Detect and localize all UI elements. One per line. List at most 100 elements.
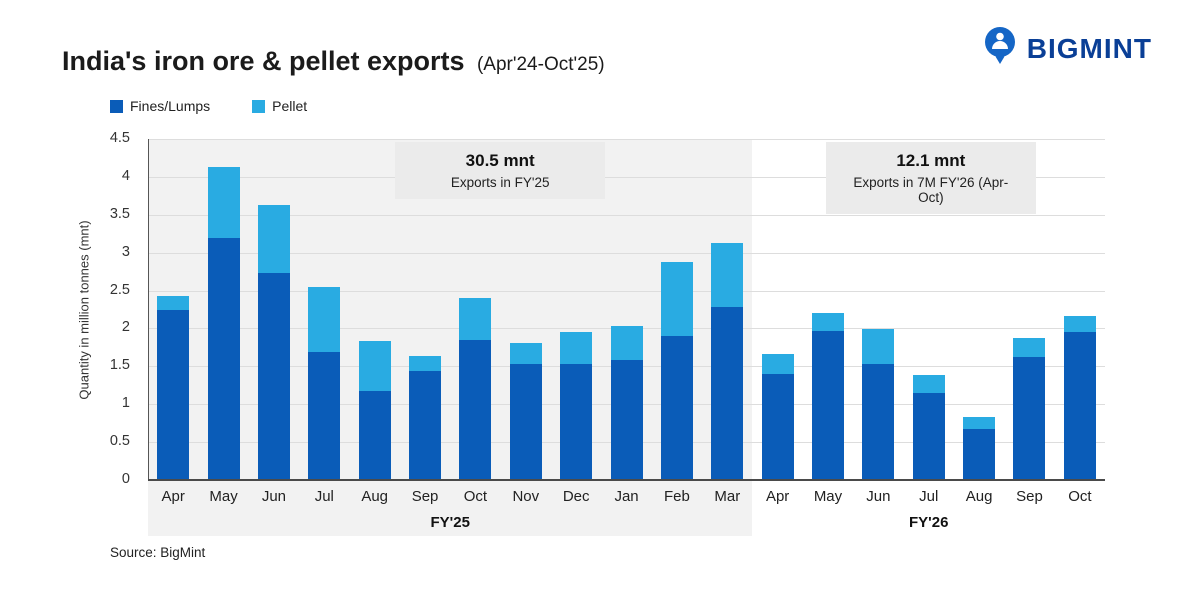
stacked-bar (509, 342, 542, 480)
stacked-bar (711, 242, 744, 480)
stacked-bar (257, 204, 290, 480)
y-tick-label: 2.5 (109, 281, 130, 298)
bar-segment-fineslumps (207, 238, 240, 480)
bar-slot (501, 139, 551, 480)
bar-slot (652, 139, 702, 480)
page-title: India's iron ore & pellet exports (62, 46, 465, 76)
y-axis-line (148, 139, 149, 480)
x-axis-label: Jul (919, 487, 939, 505)
annotation-fy25-caption: Exports in FY'25 (450, 175, 550, 190)
bar-segment-fineslumps (257, 273, 290, 480)
x-axis-label: Oct (463, 487, 488, 505)
stacked-bar (862, 329, 895, 480)
bar-segment-fineslumps (610, 360, 643, 480)
bar-segment-fineslumps (409, 370, 442, 480)
bar-segment-pellet (862, 329, 895, 365)
stacked-bar (963, 417, 996, 480)
bar-segment-fineslumps (811, 330, 844, 480)
bar-segment-fineslumps (509, 364, 542, 480)
annotation-fy25: 30.5 mnt Exports in FY'25 (395, 142, 606, 199)
bar-segment-pellet (358, 341, 391, 392)
bar-segment-pellet (1013, 338, 1046, 358)
x-axis-label: Jun (866, 487, 891, 505)
bar-segment-fineslumps (1013, 357, 1046, 480)
bar-slot (551, 139, 601, 480)
bar-segment-fineslumps (660, 336, 693, 480)
x-axis-label: Mar (714, 487, 741, 505)
bar-segment-fineslumps (1063, 332, 1096, 480)
x-axis-label: May (813, 487, 843, 505)
y-tick-label: 1 (121, 395, 130, 412)
bar-slot (450, 139, 500, 480)
stacked-bar (811, 313, 844, 480)
stacked-bar (660, 261, 693, 480)
bar-slot (702, 139, 752, 480)
brand-logo: BIGMINT (982, 26, 1152, 71)
stacked-bar (409, 355, 442, 480)
bar-slot (249, 139, 299, 480)
stacked-bar (358, 341, 391, 480)
x-axis-label: May (209, 487, 238, 505)
bar-segment-pellet (1063, 316, 1096, 333)
stacked-bar (560, 332, 593, 480)
y-tick-label: 3.5 (109, 205, 130, 222)
bar-slot (299, 139, 349, 480)
annotation-fy26-caption: Exports in 7M FY'26 (Apr-Oct) (853, 175, 1009, 205)
bigmint-logo-icon (982, 26, 1018, 71)
y-tick-label: 4.5 (109, 130, 130, 146)
y-tick-label: 3 (121, 243, 130, 260)
legend-item-fines: Fines/Lumps (110, 98, 210, 114)
bar-slot (904, 139, 954, 480)
bar-segment-pellet (257, 204, 290, 274)
x-axis-label: Dec (562, 487, 590, 505)
gridline (148, 139, 1105, 140)
bar-slot (954, 139, 1004, 480)
stacked-bar (308, 286, 341, 480)
x-axis-label: Jul (314, 487, 334, 505)
title-subtitle: (Apr'24-Oct'25) (476, 54, 605, 75)
bar-segment-pellet (560, 332, 593, 365)
y-tick-label: 4 (121, 167, 130, 184)
bar-slot (198, 139, 248, 480)
annotation-fy26: 12.1 mnt Exports in 7M FY'26 (Apr-Oct) (825, 142, 1036, 214)
bar-segment-pellet (308, 286, 341, 352)
stacked-bar-chart: Apr May Jun Jul Aug Sep Oct Nov Dec Jan Feb Mar FY'2… (148, 139, 1105, 536)
bar-segment-fineslumps (358, 391, 391, 480)
stacked-bar (912, 374, 945, 480)
bar-slot (601, 139, 651, 480)
legend-label-fines: Fines/Lumps (130, 98, 211, 114)
bar-segment-pellet (509, 342, 542, 365)
bar-slot (1055, 139, 1105, 480)
bar-slot (148, 139, 198, 480)
bar-segment-fineslumps (912, 392, 945, 480)
bar-segment-fineslumps (761, 373, 794, 480)
gridline (148, 252, 1105, 254)
bar-segment-pellet (459, 298, 492, 340)
legend-item-pellet: Pellet (252, 98, 307, 114)
y-tick-label: 0 (121, 471, 130, 487)
bar-segment-fineslumps (157, 309, 190, 480)
group-label: FY'25 (430, 514, 470, 531)
bar-slot (400, 139, 450, 480)
group-label: FY'26 (909, 514, 949, 531)
gridline (148, 176, 1105, 178)
x-axis-label: Oct (1068, 487, 1092, 505)
brand-name: BIGMINT (1026, 32, 1152, 64)
stacked-bar (157, 295, 190, 480)
x-axis-label: Aug (965, 487, 993, 505)
x-axis-line (148, 479, 1105, 481)
bar-segment-pellet (610, 326, 643, 361)
bar-segment-fineslumps (459, 339, 492, 480)
bar-slot (752, 139, 802, 480)
bar-segment-pellet (761, 354, 794, 374)
legend-label-pellet: Pellet (272, 98, 308, 114)
bar-group-fy25: Apr May Jun Jul Aug Sep Oct Nov Dec Jan Feb Mar FY'2… (148, 139, 752, 536)
bar-segment-pellet (660, 261, 693, 337)
annotation-fy25-value: 30.5 mnt (465, 151, 535, 170)
bar-segment-pellet (912, 374, 945, 393)
annotation-fy26-value: 12.1 mnt (896, 151, 966, 170)
bar-slot (350, 139, 400, 480)
bar-segment-fineslumps (862, 364, 895, 480)
header: India's iron ore & pellet exports (Apr'2… (62, 46, 605, 77)
bar-slot (853, 139, 903, 480)
